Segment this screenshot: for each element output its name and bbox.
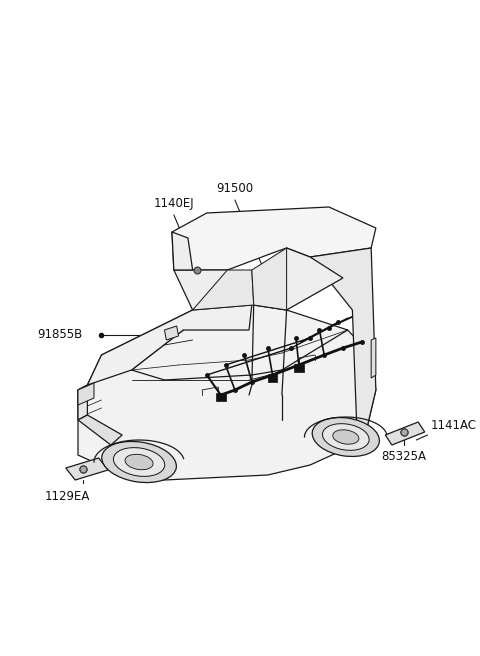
Polygon shape [192, 270, 254, 310]
Ellipse shape [113, 447, 165, 476]
Polygon shape [172, 207, 376, 270]
Polygon shape [385, 422, 425, 445]
Ellipse shape [333, 430, 359, 444]
Polygon shape [172, 232, 192, 270]
Ellipse shape [125, 455, 153, 470]
Polygon shape [252, 248, 287, 310]
Polygon shape [174, 270, 252, 310]
Text: 91500: 91500 [216, 182, 253, 195]
Text: 85325A: 85325A [382, 450, 427, 463]
Polygon shape [78, 415, 122, 445]
Polygon shape [87, 305, 252, 385]
Text: 1129EA: 1129EA [45, 490, 90, 503]
Bar [268, 374, 277, 382]
Polygon shape [78, 305, 376, 480]
Ellipse shape [102, 441, 176, 483]
Polygon shape [371, 338, 376, 378]
Polygon shape [254, 248, 343, 310]
Ellipse shape [312, 417, 379, 457]
Polygon shape [78, 385, 87, 420]
Text: 91855B: 91855B [37, 329, 83, 342]
Text: 1140EJ: 1140EJ [154, 197, 194, 210]
Polygon shape [310, 248, 376, 435]
Bar [216, 393, 226, 401]
Polygon shape [78, 383, 94, 405]
Bar [294, 364, 303, 372]
Polygon shape [66, 458, 108, 480]
Ellipse shape [323, 424, 369, 450]
Polygon shape [165, 326, 179, 340]
Text: 1141AC: 1141AC [431, 419, 476, 432]
